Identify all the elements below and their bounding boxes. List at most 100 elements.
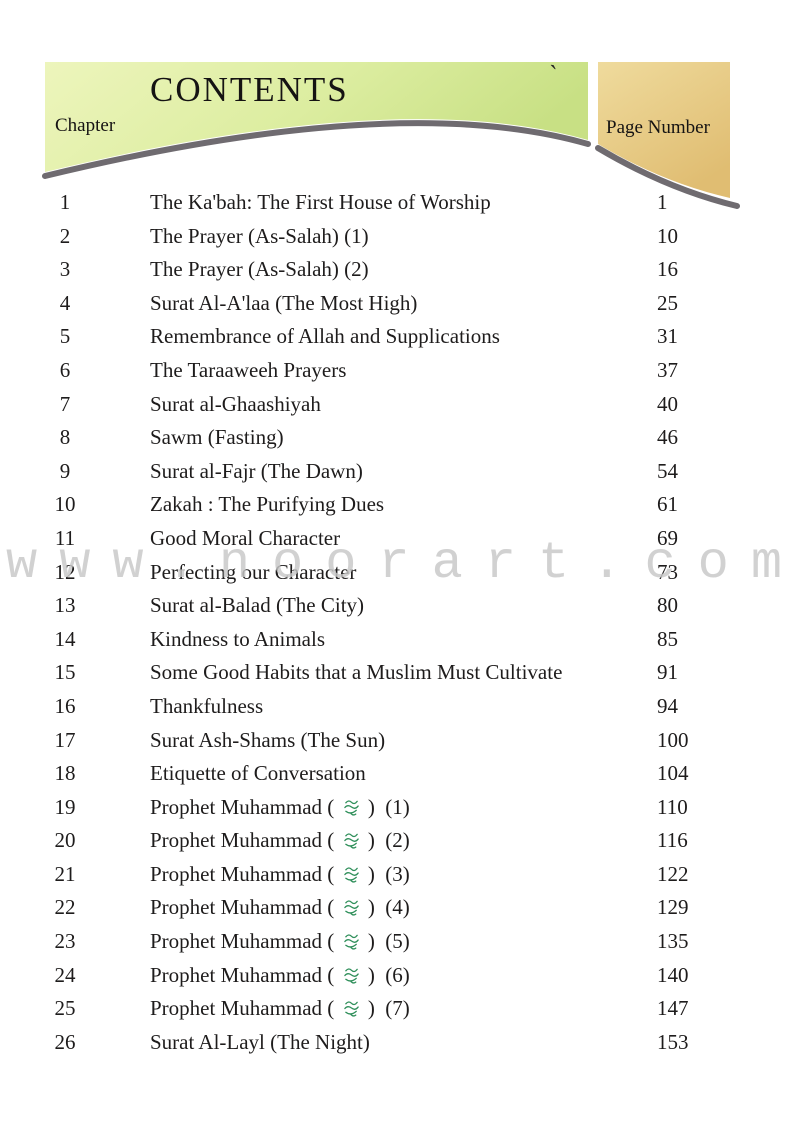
chapter-number: 25	[54, 996, 76, 1021]
table-row: 11 Good Moral Character 69	[0, 522, 800, 556]
chapter-title: Prophet Muhammad ( ) (2)	[150, 828, 410, 853]
chapter-page-number: 46	[657, 425, 678, 450]
table-row: 13 Surat al-Balad (The City) 80	[0, 589, 800, 623]
chapter-title: The Taraaweeh Prayers	[150, 357, 347, 382]
table-row: 12 Perfecting our Character 73	[0, 556, 800, 590]
chapter-title: Surat al-Ghaashiyah	[150, 391, 321, 416]
chapter-page-number: 31	[657, 324, 678, 349]
chapter-number: 24	[54, 962, 76, 987]
chapter-title: The Prayer (As-Salah) (1)	[150, 223, 369, 248]
chapter-page-number: 129	[657, 895, 689, 920]
chapter-number: 11	[54, 525, 76, 550]
chapter-title: Kindness to Animals	[150, 626, 326, 651]
table-row: 22 Prophet Muhammad ( ) (4) 129	[0, 891, 800, 925]
chapter-title: Zakah : The Purifying Dues	[150, 492, 385, 517]
chapter-number: 8	[59, 425, 71, 450]
chapter-page-number: 94	[657, 693, 678, 718]
chapter-title: Prophet Muhammad ( ) (3)	[150, 861, 410, 886]
chapter-page-number: 61	[657, 492, 678, 517]
chapter-number: 5	[59, 324, 71, 349]
chapter-title: Prophet Muhammad ( ) (6)	[150, 962, 410, 987]
chapter-page-number: 73	[657, 559, 678, 584]
page-title: CONTENTS	[150, 70, 349, 109]
chapter-number: 15	[54, 660, 76, 685]
sas-symbol-icon	[343, 831, 360, 850]
chapter-number: 21	[54, 861, 76, 886]
chapter-page-number: 116	[657, 828, 688, 853]
chapter-title: Prophet Muhammad ( ) (4)	[150, 895, 410, 920]
chapter-page-number: 104	[657, 761, 689, 786]
chapter-page-number: 85	[657, 626, 678, 651]
table-row: 15 Some Good Habits that a Muslim Must C…	[0, 656, 800, 690]
chapter-page-number: 37	[657, 357, 678, 382]
table-row: 19 Prophet Muhammad ( ) (1) 110	[0, 791, 800, 825]
chapter-page-number: 10	[657, 223, 678, 248]
table-row: 20 Prophet Muhammad ( ) (2) 116	[0, 824, 800, 858]
table-row: 18 Etiquette of Conversation 104	[0, 757, 800, 791]
green-swoosh-shadow	[42, 120, 591, 179]
sas-symbol-icon	[343, 865, 360, 884]
chapter-title: Some Good Habits that a Muslim Must Cult…	[150, 660, 563, 685]
chapter-number: 12	[54, 559, 76, 584]
chapter-number: 13	[54, 593, 76, 618]
header-banner-graphic	[42, 62, 740, 209]
chapter-number: 9	[59, 458, 71, 483]
chapter-number: 1	[59, 190, 71, 214]
chapter-title: Surat Ash-Shams (The Sun)	[150, 727, 386, 752]
table-row: 26 Surat Al-Layl (The Night) 153	[0, 1026, 800, 1060]
chapter-number: 7	[59, 391, 71, 416]
tan-banner	[598, 62, 730, 198]
green-banner	[45, 62, 588, 172]
chapter-title: Prophet Muhammad ( ) (7)	[150, 996, 410, 1021]
table-row: 4 Surat Al-A'laa (The Most High) 25	[0, 287, 800, 321]
chapter-page-number: 80	[657, 593, 678, 618]
table-row: 6 The Taraaweeh Prayers 37	[0, 354, 800, 388]
chapter-page-number: 16	[657, 257, 678, 282]
chapter-title: Prophet Muhammad ( ) (1)	[150, 794, 410, 819]
chapter-page-number: 100	[657, 727, 689, 752]
table-row: 5 Remembrance of Allah and Supplications…	[0, 320, 800, 354]
chapter-page-number: 1	[657, 190, 668, 214]
chapter-title: Etiquette of Conversation	[150, 761, 366, 786]
chapters-list: 1 The Ka'bah: The First House of Worship…	[0, 186, 800, 1059]
chapter-title: Thankfulness	[150, 693, 264, 718]
chapter-page-number: 54	[657, 458, 678, 483]
chapter-number: 18	[54, 761, 76, 786]
sas-symbol-icon	[343, 798, 360, 817]
sas-symbol-icon	[343, 932, 360, 951]
chapter-page-number: 153	[657, 1029, 689, 1054]
chapter-page-number: 140	[657, 962, 689, 987]
chapter-number: 20	[54, 828, 76, 853]
table-row: 14 Kindness to Animals 85	[0, 623, 800, 657]
chapter-page-number: 25	[657, 290, 678, 315]
chapter-title: Surat al-Balad (The City)	[150, 593, 365, 618]
table-row: 17 Surat Ash-Shams (The Sun) 100	[0, 724, 800, 758]
chapter-page-number: 135	[657, 929, 689, 954]
chapter-title: Surat al-Fajr (The Dawn)	[150, 458, 363, 483]
page-number-column-header: Page Number	[606, 117, 710, 138]
sas-symbol-icon	[343, 966, 360, 985]
chapter-number: 3	[59, 257, 71, 282]
chapter-title: The Prayer (As-Salah) (2)	[150, 257, 369, 282]
table-row: 24 Prophet Muhammad ( ) (6) 140	[0, 959, 800, 993]
chapter-page-number: 122	[657, 861, 689, 886]
chapter-title: Surat Al-Layl (The Night)	[150, 1029, 370, 1054]
chapter-number: 22	[54, 895, 76, 920]
table-row: 21 Prophet Muhammad ( ) (3) 122	[0, 858, 800, 892]
chapter-number: 19	[54, 794, 76, 819]
chapter-number: 26	[54, 1029, 76, 1054]
chapter-number: 4	[59, 290, 71, 315]
chapter-title: Surat Al-A'laa (The Most High)	[150, 290, 418, 315]
chapter-title: Perfecting our Character	[150, 559, 357, 584]
table-row: 7 Surat al-Ghaashiyah 40	[0, 388, 800, 422]
chapter-title: The Ka'bah: The First House of Worship	[150, 190, 491, 214]
chapter-title: Remembrance of Allah and Supplications	[150, 324, 500, 349]
chapter-title: Sawm (Fasting)	[150, 425, 284, 450]
chapter-number: 14	[54, 626, 76, 651]
table-row: 10 Zakah : The Purifying Dues 61	[0, 488, 800, 522]
chapter-page-number: 40	[657, 391, 678, 416]
chapter-page-number: 110	[657, 794, 688, 819]
table-row: 25 Prophet Muhammad ( ) (7) 147	[0, 992, 800, 1026]
chapter-number: 16	[54, 693, 76, 718]
